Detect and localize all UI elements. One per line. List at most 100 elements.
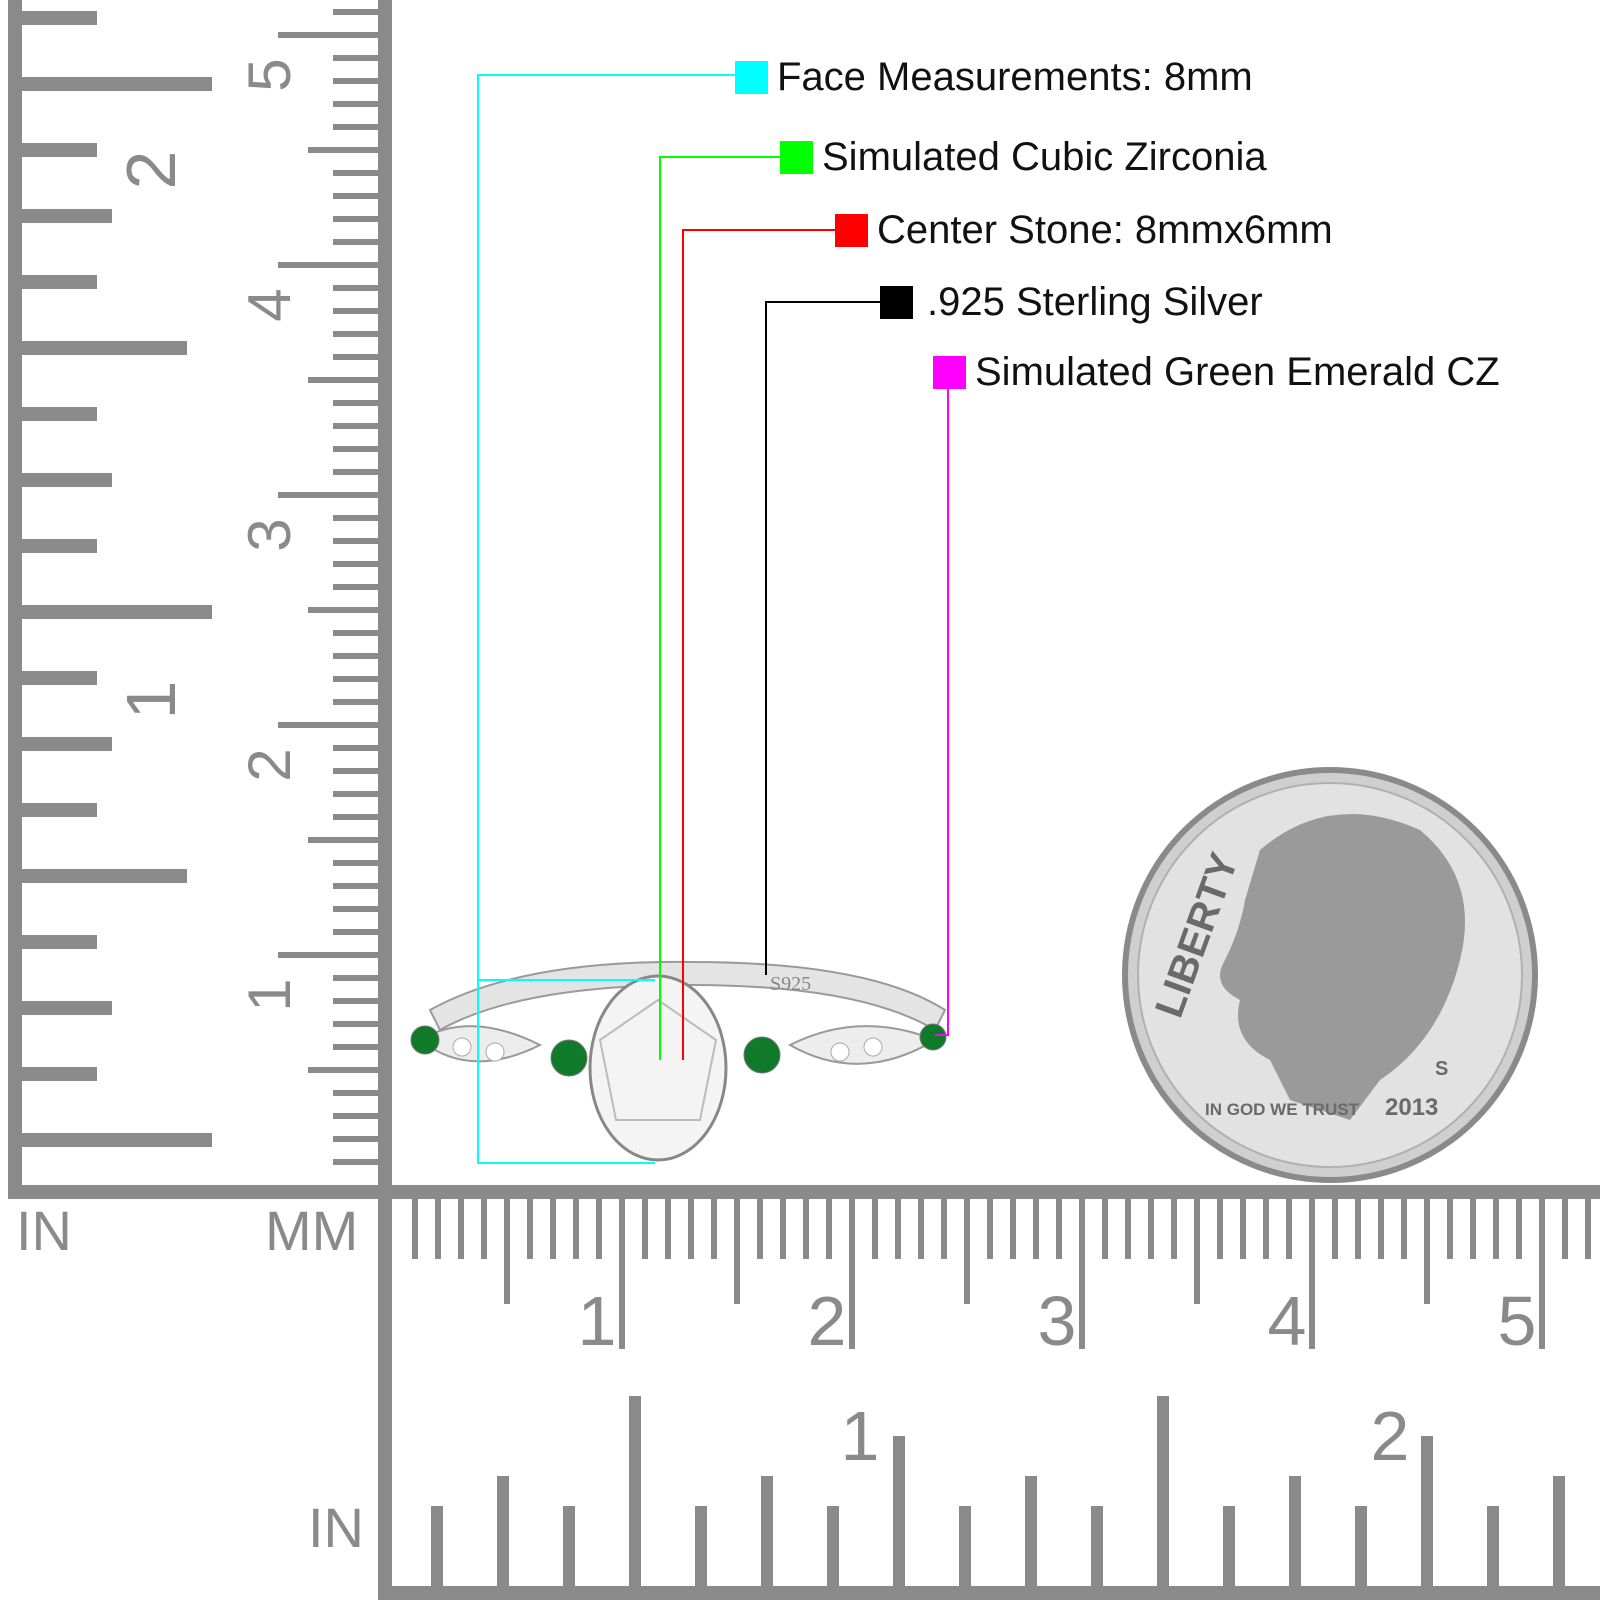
emerald-stone [919,1023,947,1051]
vertical-inch-tick [22,935,97,949]
vertical-mm-tick [333,193,378,199]
vertical-mm-tick [333,860,378,866]
emerald-stone [550,1039,588,1077]
vertical-mm-tick [333,906,378,912]
vertical-mm-tick [308,837,378,843]
vertical-mm-tick [333,653,378,659]
horizontal-inch-tick [959,1506,971,1586]
legend-sterling-silver: .925 Sterling Silver [880,282,1263,322]
legend-label: Center Stone: 8mmx6mm [877,208,1333,252]
horizontal-mm-tick [1056,1199,1062,1259]
vertical-mm-tick [333,515,378,521]
horizontal-mm-tick [1102,1199,1108,1259]
horizontal-mm-tick [1010,1199,1016,1259]
horizontal-mm-tick [435,1199,441,1259]
ring-stamp: S925 [770,973,811,995]
horizontal-inch-tick [1091,1506,1103,1586]
horizontal-mm-tick [1079,1199,1085,1349]
vertical-mm-tick [333,630,378,636]
horizontal-mm-tick [1171,1199,1177,1259]
horizontal-mm-tick [642,1199,648,1259]
vertical-mm-tick [308,147,378,153]
horizontal-mm-tick [504,1199,510,1304]
horizontal-inch-tick [629,1396,641,1586]
horizontal-mm-tick [1516,1199,1522,1259]
vertical-mm-tick [333,239,378,245]
vertical-mm-tick [278,492,378,498]
coin-motto: IN GOD WE TRUST [1205,1100,1360,1119]
vertical-inch-tick [22,1133,212,1147]
horizontal-inch-label: 1 [841,1397,880,1475]
horizontal-mm-tick [1470,1199,1476,1259]
vertical-mm-tick [308,377,378,383]
vertical-mm-tick [278,722,378,728]
horizontal-mm-tick [1424,1199,1430,1304]
vertical-mm-tick [278,952,378,958]
vertical-mm-tick [333,1090,378,1096]
horizontal-mm-tick [1585,1199,1591,1259]
vertical-mm-tick [333,538,378,544]
horizontal-mm-tick [711,1199,717,1259]
horizontal-inch-tick [563,1506,575,1586]
legend-center-stone: Center Stone: 8mmx6mm [835,210,1333,250]
horizontal-mm-tick [826,1199,832,1259]
horizontal-mm-tick [1332,1199,1338,1259]
legend-green-emerald: Simulated Green Emerald CZ [933,352,1500,392]
horizontal-mm-tick [1263,1199,1269,1259]
vertical-mm-tick [333,55,378,61]
vertical-mm-tick [333,998,378,1004]
black-swatch-icon [880,285,913,319]
vertical-mm-tick [333,170,378,176]
horizontal-mm-tick [527,1199,533,1259]
magenta-swatch-icon [933,355,966,389]
horizontal-mm-label: 2 [808,1282,847,1360]
vertical-inch-tick [22,539,97,553]
horizontal-inch-tick [695,1506,707,1586]
vertical-mm-tick [333,883,378,889]
horizontal-mm-tick [1217,1199,1223,1259]
vertical-mm-tick [308,1067,378,1073]
horizontal-mm-tick [757,1199,763,1259]
vertical-mm-tick [333,400,378,406]
vertical-mm-tick [333,699,378,705]
vertical-inch-tick [22,209,112,223]
legend-cubic-zirconia: Simulated Cubic Zirconia [780,137,1267,177]
vertical-mm-tick [333,101,378,107]
horizontal-mm-tick [1033,1199,1039,1259]
legend-label: Simulated Cubic Zirconia [822,135,1267,179]
vertical-ruler-edge [8,0,22,1195]
vertical-mm-tick [333,745,378,751]
horizontal-inch-tick [827,1506,839,1586]
vertical-mm-tick [333,354,378,360]
horizontal-inch-tick [893,1436,905,1586]
red-swatch-icon [835,213,868,247]
vertical-mm-tick [333,561,378,567]
leader-lines [477,74,949,1164]
legend-face-measurements: Face Measurements: 8mm [735,57,1253,97]
horizontal-mm-label: 1 [578,1282,617,1360]
vertical-mm-tick [333,1113,378,1119]
horizontal-mm-tick [688,1199,694,1259]
vertical-mm-tick [278,32,378,38]
vertical-mm-tick [333,78,378,84]
vertical-mm-tick [333,9,378,15]
horizontal-mm-tick [918,1199,924,1259]
horizontal-mm-tick [1539,1199,1545,1349]
vertical-mm-tick [333,975,378,981]
vertical-inch-tick [22,407,97,421]
vertical-ruler-mm-unit: MM [265,1199,359,1262]
vertical-mm-tick [333,285,378,291]
horizontal-mm-label: 4 [1268,1282,1307,1360]
emerald-stone [410,1025,440,1055]
horizontal-mm-tick [619,1199,625,1349]
horizontal-mm-tick [941,1199,947,1259]
coin-year: 2013 [1385,1094,1438,1121]
vertical-mm-tick [333,423,378,429]
horizontal-mm-tick [1240,1199,1246,1259]
horizontal-ruler-bottom-edge [378,1586,1600,1600]
horizontal-ruler-top-edge [8,1185,1600,1199]
vertical-ruler-inch-unit: IN [16,1199,72,1262]
vertical-mm-label: 5 [236,58,303,91]
vertical-mm-label: 3 [236,518,303,551]
